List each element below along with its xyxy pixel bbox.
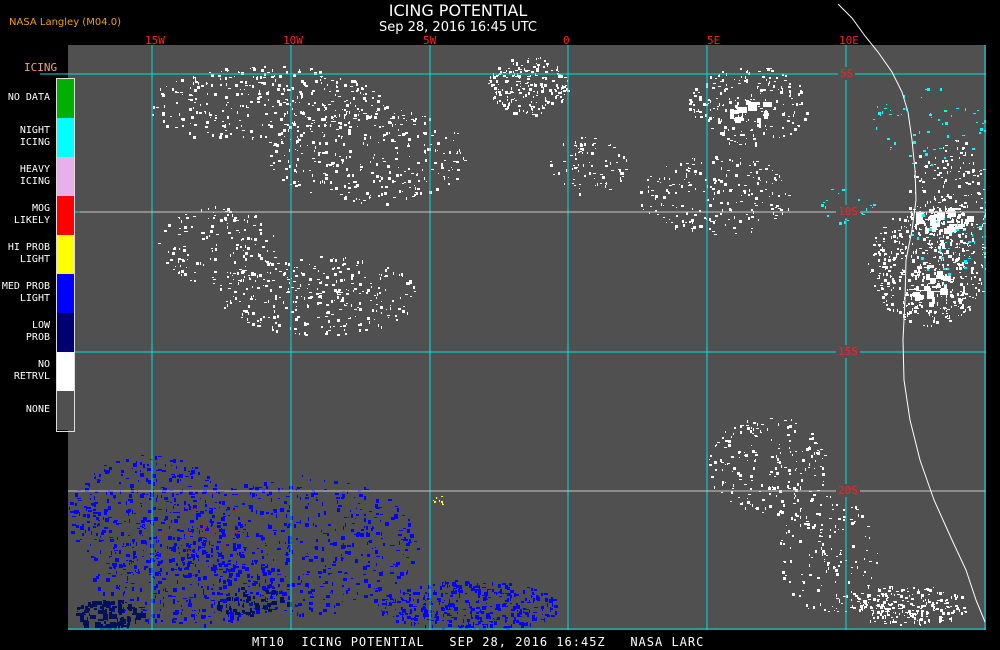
legend-label-line1: MED PROB <box>1 281 50 292</box>
lat-label-15s: 15S <box>836 345 860 358</box>
legend-label: MOG LIKELY <box>0 203 50 227</box>
legend-label-line1: HI PROB <box>7 242 50 253</box>
lon-label-0: 0 <box>563 34 570 47</box>
legend-label-line2: LIKELY <box>13 215 50 226</box>
legend-label: NO RETRVL <box>0 359 50 383</box>
legend-swatch <box>57 274 74 313</box>
legend-label: LOW PROB <box>0 320 50 344</box>
legend-label-line2: ICING <box>19 137 50 148</box>
legend-label: HI PROB LIGHT <box>0 242 50 266</box>
legend-swatch <box>57 196 74 235</box>
product-title: ICING POTENTIAL <box>388 1 528 20</box>
lon-label-15w: 15W <box>145 34 165 47</box>
legend-swatch <box>57 118 74 157</box>
legend-label-line1: NO <box>37 359 50 370</box>
cloud-speckles <box>69 57 986 630</box>
source-label: NASA Langley (M04.0) <box>9 17 121 28</box>
icing-map[interactable] <box>68 45 986 630</box>
lon-label-5w: 5W <box>423 34 437 47</box>
legend-swatch <box>57 157 74 196</box>
legend-label-line1: LOW <box>31 320 50 331</box>
legend-label-line2: LIGHT <box>19 293 50 304</box>
legend-label: MED PROB LIGHT <box>0 281 50 305</box>
legend-label: HEAVY ICING <box>0 164 50 188</box>
legend-label-line1: NO DATA <box>7 92 50 103</box>
legend-label-line1: NONE <box>25 404 50 415</box>
lat-label-20s: 20S <box>836 484 860 497</box>
legend-label-line2: PROB <box>25 332 50 343</box>
grid-lines <box>68 45 986 630</box>
lon-label-10w: 10W <box>283 34 303 47</box>
legend-swatch <box>57 235 74 274</box>
legend-label-line2: RETRVL <box>13 371 50 382</box>
legend-label-line2: LIGHT <box>19 254 50 265</box>
legend-swatch <box>57 352 74 391</box>
product-datetime: Sep 28, 2016 16:45 UTC <box>378 20 538 35</box>
lon-label-5e: 5E <box>707 34 721 47</box>
legend-title: ICING <box>24 61 58 74</box>
legend-label-line1: MOG <box>31 203 50 214</box>
legend-label: NONE <box>0 404 50 416</box>
legend-label: NIGHT ICING <box>0 125 50 149</box>
legend-label-line2: ICING <box>19 176 50 187</box>
legend-swatch <box>57 313 74 352</box>
lat-label-10s: 10S <box>836 205 860 218</box>
legend-swatch <box>57 79 74 118</box>
legend-label: NO DATA <box>0 92 50 104</box>
legend-color-bar <box>56 78 75 432</box>
legend-label-line1: HEAVY <box>19 164 50 175</box>
lat-label-5s: 5S <box>838 67 856 80</box>
legend-swatch <box>57 391 74 430</box>
footer-caption: MT10 ICING POTENTIAL SEP 28, 2016 16:45Z… <box>252 635 705 649</box>
legend-label-line1: NIGHT <box>19 125 50 136</box>
